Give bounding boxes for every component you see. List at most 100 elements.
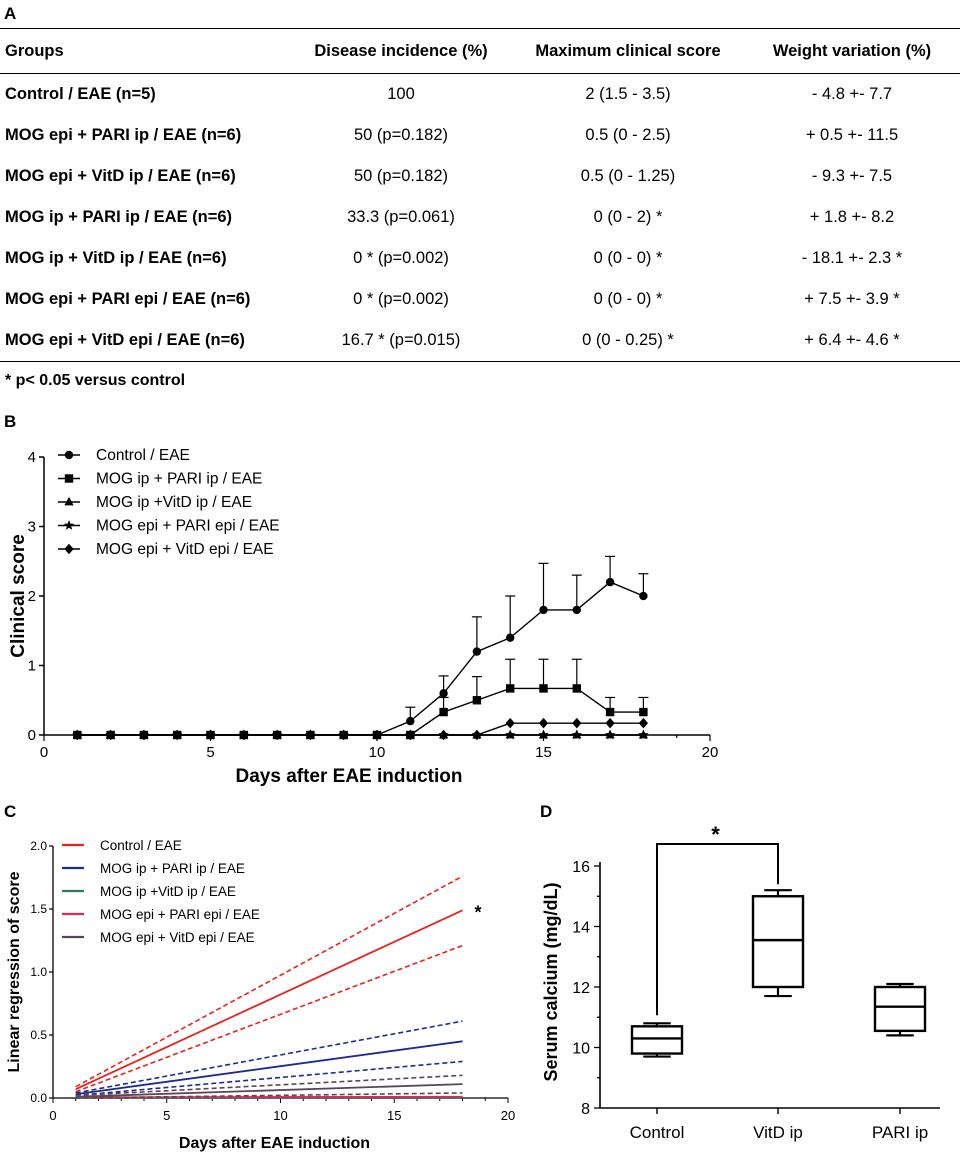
data-point [405, 729, 415, 741]
data-point [506, 684, 515, 693]
panel-b-letter: B [4, 412, 17, 431]
series-4 [72, 717, 649, 741]
series-line [77, 722, 644, 736]
data-point [639, 591, 648, 601]
ci-lower-line [75, 944, 463, 1093]
data-point [372, 729, 382, 741]
data-point [439, 707, 448, 717]
data-point [472, 696, 482, 705]
y-tick-label: 12 [572, 980, 590, 997]
incidence-cell: 50 (p=0.182) [353, 126, 449, 144]
regression-line [75, 909, 463, 1090]
table-header-row: Groups Disease incidence (%) Maximum cli… [0, 28, 960, 74]
data-point [605, 707, 615, 717]
data-point [639, 707, 648, 717]
header-weight-variation: Weight variation (%) [772, 41, 932, 60]
data-point [139, 729, 149, 741]
incidence-cell: 16.7 * (p=0.015) [341, 331, 461, 349]
legend-label: MOG epi + VitD epi / EAE [96, 541, 274, 558]
y-tick-label: 0.0 [30, 1091, 47, 1105]
legend-marker [64, 450, 74, 460]
data-point [505, 729, 516, 740]
y-tick-label: 8 [581, 1101, 590, 1118]
legend-label: MOG epi + VitD epi / EAE [100, 930, 255, 945]
header-max-clinical-score: Maximum clinical score [535, 41, 721, 60]
data-point [472, 729, 482, 741]
data-point [571, 729, 582, 740]
data-point [506, 633, 515, 642]
legend-label: Control / EAE [100, 838, 182, 853]
box-2 [873, 982, 927, 1037]
legend-marker [63, 520, 75, 530]
data-point [638, 729, 649, 740]
weight-cell: - 9.3 +- 7.5 [811, 167, 893, 185]
data-point [605, 717, 615, 729]
table-row: MOG ip + VitD ip / EAE (n=6) 0 * (p=0.002… [0, 238, 960, 279]
data-point [438, 729, 449, 741]
data-point [638, 717, 649, 729]
panel-a-letter: A [4, 4, 17, 23]
y-axis-title: Clinical score [8, 534, 29, 658]
y-axis-title: Serum calcium (mg/dL) [541, 882, 561, 1081]
group-cell: MOG epi + VitD ip / EAE (n=6) [5, 167, 236, 185]
x-category-label: Control [630, 1123, 685, 1142]
weight-cell: + 1.8 +- 8.2 [809, 208, 895, 226]
x-category-label: VitD ip [753, 1123, 803, 1142]
x-axis-title: Days after EAE induction [236, 766, 463, 787]
x-tick-label: 0 [40, 744, 48, 761]
legend-marker [64, 543, 74, 555]
y-tick-label: 1 [28, 658, 36, 675]
group-cell: Control / EAE (n=5) [5, 85, 156, 103]
regression-series-1 [75, 1020, 463, 1097]
data-point [539, 605, 548, 615]
data-point [605, 577, 615, 587]
data-point [572, 684, 581, 693]
group-cell: MOG ip + PARI ip / EAE (n=6) [5, 208, 233, 226]
table-row: MOG epi + PARI ip / EAE (n=6) 50 (p=0.182… [0, 115, 960, 156]
weight-cell: + 7.5 +- 3.9 * [804, 290, 900, 308]
data-point [572, 717, 582, 729]
incidence-cell: 0 * (p=0.002) [353, 249, 449, 267]
y-axis-title: Linear regression of score [6, 871, 23, 1072]
incidence-cell: 33.3 (p=0.061) [347, 208, 455, 226]
score-cell: 2 (1.5 - 3.5) [585, 85, 671, 103]
box-0 [630, 1022, 684, 1058]
x-tick-label: 5 [206, 744, 214, 761]
weight-cell: + 0.5 +- 11.5 [805, 126, 899, 144]
weight-cell: - 18.1 +- 2.3 * [801, 249, 903, 267]
score-cell: 0.5 (0 - 1.25) [580, 167, 676, 185]
ci-upper-line [75, 875, 463, 1088]
regression-line [75, 1040, 463, 1096]
table-row: MOG ip + PARI ip / EAE (n=6) 33.3 (p=0.06… [0, 197, 960, 238]
weight-cell: - 4.8 +- 7.7 [811, 85, 893, 103]
group-cell: MOG ip + VitD ip / EAE (n=6) [5, 249, 227, 267]
panel-c-letter: C [4, 802, 17, 821]
significance-star: * [711, 822, 720, 847]
score-cell: 0 (0 - 0.25) * [582, 331, 674, 349]
table-row: MOG epi + PARI epi / EAE (n=6) 0 * (p=0.0… [0, 279, 960, 320]
x-tick-label: 15 [387, 1108, 401, 1123]
data-point [172, 729, 182, 741]
data-point [538, 717, 549, 729]
data-point [604, 729, 616, 740]
ci-upper-line [75, 1074, 463, 1097]
x-tick-label: 15 [535, 744, 552, 761]
x-axis-title: Days after EAE induction [179, 1135, 370, 1152]
group-cell: MOG epi + PARI ip / EAE (n=6) [5, 126, 242, 144]
data-point [305, 729, 316, 741]
table-row: MOG epi + VitD ip / EAE (n=6) 50 (p=0.182… [0, 156, 960, 197]
legend-label: MOG epi + PARI epi / EAE [100, 907, 260, 922]
ci-upper-line [75, 1020, 463, 1094]
data-point [472, 647, 482, 656]
y-tick-label: 2 [28, 588, 36, 605]
table-row: Control / EAE (n=5) 100 2 (1.5 - 3.5) - 4.8… [0, 74, 960, 116]
legend-label: MOG ip +VitD ip / EAE [96, 494, 252, 511]
x-tick-label: 5 [163, 1108, 170, 1123]
data-point [539, 684, 548, 693]
data-point [272, 729, 282, 741]
significance-star: * [475, 902, 482, 922]
header-disease-incidence: Disease incidence (%) [314, 41, 488, 60]
box-1 [751, 889, 805, 998]
